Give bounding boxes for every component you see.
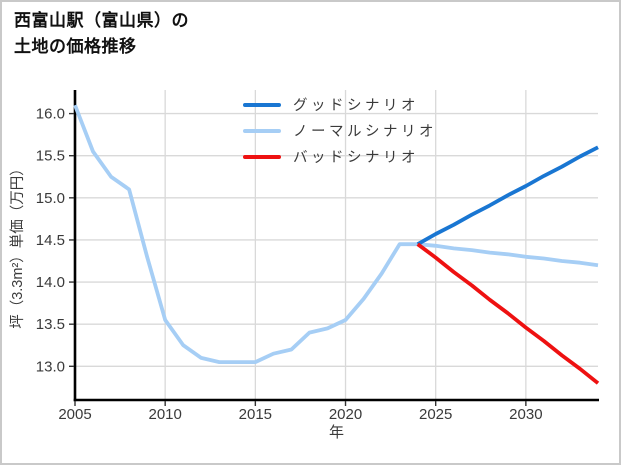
series-line-bad <box>416 242 600 385</box>
y-tick-label: 15.0 <box>36 190 65 207</box>
legend: グッドシナリオ ノーマルシナリオ バッドシナリオ <box>243 96 437 166</box>
y-tick-label: 14.5 <box>36 232 65 249</box>
legend-item-bad: バッドシナリオ <box>243 148 437 166</box>
chart-title: 西富山駅（富山県）の 土地の価格推移 <box>14 8 189 61</box>
x-axis-label: 年 <box>329 424 344 441</box>
y-tick-label: 14.0 <box>36 274 65 291</box>
chart-title-line2: 土地の価格推移 <box>14 37 137 57</box>
x-tick-label: 2015 <box>239 406 272 423</box>
y-tick-label: 13.0 <box>36 358 65 375</box>
x-tick-label: 2005 <box>58 406 91 423</box>
x-tick-label: 2025 <box>419 406 452 423</box>
legend-line-swatch-bad <box>243 154 281 159</box>
x-tick-label: 2010 <box>148 406 181 423</box>
y-tick-label: 16.0 <box>36 106 65 123</box>
series-line-normal <box>73 104 599 365</box>
y-axis-label: 坪（3.3m²）単価（万円） <box>9 161 26 329</box>
y-tick-label: 15.5 <box>36 148 65 165</box>
x-tick-label: 2020 <box>329 406 362 423</box>
legend-line-swatch-good <box>243 102 281 107</box>
legend-label-normal: ノーマルシナリオ <box>293 124 437 140</box>
legend-label-bad: バッドシナリオ <box>293 150 419 166</box>
series-line-good <box>416 145 599 246</box>
legend-item-normal: ノーマルシナリオ <box>243 122 437 140</box>
x-tick-label: 2030 <box>509 406 542 423</box>
legend-label-good: グッドシナリオ <box>293 98 419 114</box>
y-tick-label: 13.5 <box>36 316 65 333</box>
legend-item-good: グッドシナリオ <box>243 96 437 114</box>
chart-title-line1: 西富山駅（富山県）の <box>14 11 189 30</box>
legend-line-swatch-normal <box>243 128 281 133</box>
